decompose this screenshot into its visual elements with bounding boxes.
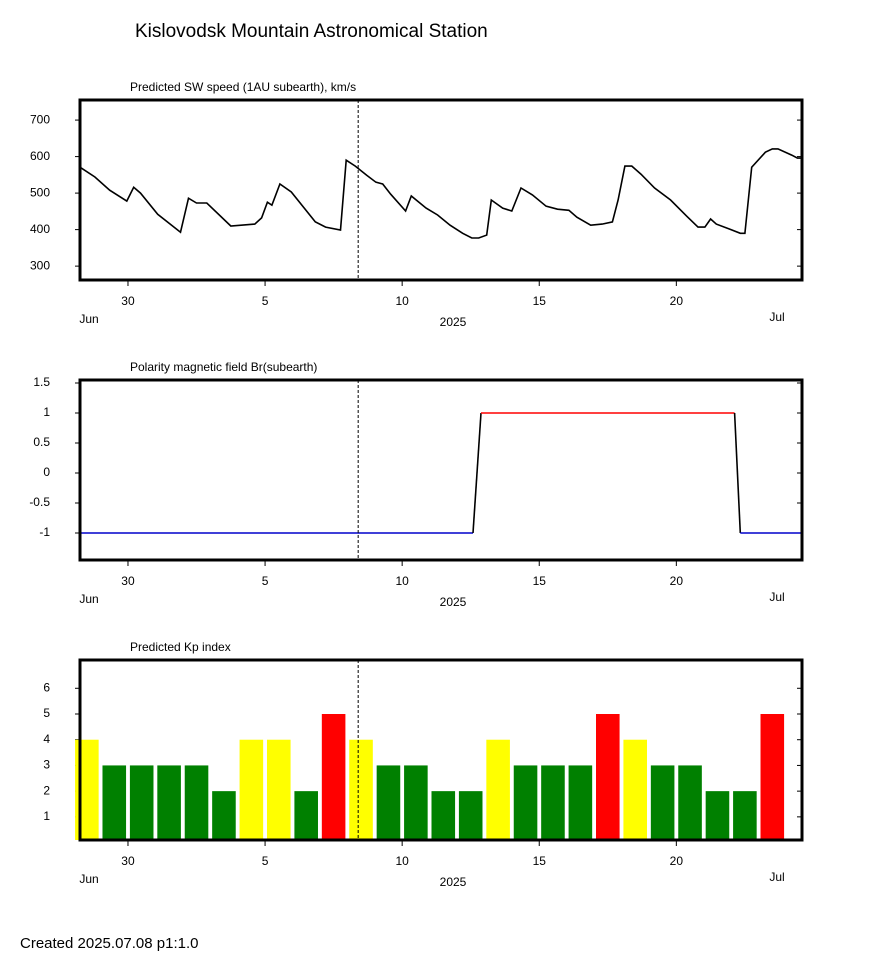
line [79, 148, 802, 239]
bar [376, 765, 401, 840]
x-tick-label: 5 [262, 854, 269, 868]
y-tick-label: 2 [43, 783, 50, 797]
x-tick-label: 20 [670, 574, 684, 588]
y-tick-label: 4 [43, 732, 50, 746]
y-tick-label: 700 [30, 112, 50, 126]
page-title: Kislovodsk Mountain Astronomical Station [135, 21, 488, 42]
y-tick-label: 1 [43, 809, 50, 823]
plot-frame [78, 378, 804, 562]
x-tick-label: 15 [533, 854, 547, 868]
bar [212, 791, 236, 840]
bar [596, 714, 620, 840]
bar [102, 765, 127, 840]
x-tick-label: 5 [262, 574, 269, 588]
x-tick-label: 20 [670, 854, 684, 868]
bar [568, 765, 593, 840]
y-tick-label: 5 [43, 706, 50, 720]
y-tick-label: 1 [43, 405, 50, 419]
x-tick-label: 30 [121, 574, 135, 588]
y-tick-label: 3 [43, 758, 50, 772]
x-tick-label: 15 [533, 294, 547, 308]
line [733, 412, 742, 534]
bar [541, 765, 565, 840]
y-tick-label: 600 [30, 149, 50, 163]
bar [678, 765, 702, 840]
bar [486, 739, 510, 840]
x-tick-label: 10 [395, 854, 409, 868]
x-tick-label: 30 [121, 294, 135, 308]
bar [458, 791, 483, 840]
x-tick-label: 10 [395, 294, 409, 308]
month-label: Jun [79, 872, 98, 886]
bar [294, 791, 318, 840]
bar [404, 765, 428, 840]
bar [623, 739, 647, 840]
chart-title: Predicted SW speed (1AU subearth), km/s [130, 80, 356, 94]
month-label: Jun [79, 592, 98, 606]
y-tick-label: 300 [30, 258, 50, 272]
x-axis-label: 2025 [440, 875, 467, 889]
bar [266, 739, 291, 840]
month-label: Jul [769, 870, 784, 884]
month-label: Jul [769, 590, 784, 604]
month-label: Jul [769, 310, 784, 324]
x-axis-label: 2025 [440, 315, 467, 329]
bar [129, 765, 154, 840]
bar [705, 791, 730, 840]
bar [184, 765, 209, 840]
line [472, 412, 482, 534]
y-tick-label: 500 [30, 185, 50, 199]
y-tick-label: 0 [43, 465, 50, 479]
y-tick-label: -0.5 [29, 495, 50, 509]
y-tick-label: 6 [43, 680, 50, 694]
chart-title: Polarity magnetic field Br(subearth) [130, 360, 317, 374]
y-tick-label: 1.5 [33, 375, 50, 389]
x-tick-label: 5 [262, 294, 269, 308]
x-axis-label: 2025 [440, 595, 467, 609]
bar [513, 765, 538, 840]
x-tick-label: 20 [670, 294, 684, 308]
bar [733, 791, 757, 840]
footer: Created 2025.07.08 p1:1.0 [20, 935, 198, 952]
month-label: Jun [79, 312, 98, 326]
bar [349, 739, 373, 840]
y-tick-label: 0.5 [33, 435, 50, 449]
plot-frame [78, 98, 804, 282]
bar [760, 714, 785, 840]
y-tick-label: 400 [30, 222, 50, 236]
bar [157, 765, 181, 840]
chart-title: Predicted Kp index [130, 640, 231, 654]
bar [431, 791, 456, 840]
bar [650, 765, 675, 840]
bar [321, 714, 346, 840]
x-tick-label: 15 [533, 574, 547, 588]
x-tick-label: 30 [121, 854, 135, 868]
y-tick-label: -1 [39, 525, 50, 539]
bar [239, 739, 264, 840]
x-tick-label: 10 [395, 574, 409, 588]
plot-frame [78, 658, 804, 842]
